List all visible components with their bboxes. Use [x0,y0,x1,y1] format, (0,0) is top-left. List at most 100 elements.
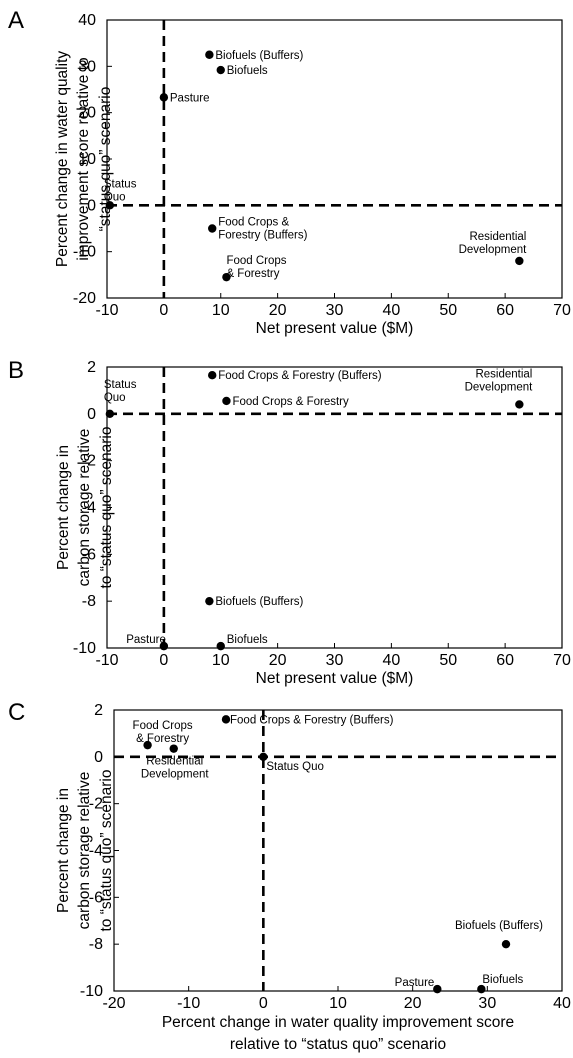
plot-frame [113,709,563,992]
y-axis-label: “status quo” scenario [97,87,114,232]
point-label-biofuels: Biofuels [227,634,268,646]
x-tick-label: 40 [553,995,571,1012]
point-residential-development [169,744,178,753]
point-food-crops-forestry [143,740,152,750]
y-tick-label: -8 [89,936,103,953]
x-tick-label: -20 [102,995,125,1012]
x-tick-label: 50 [439,652,457,669]
y-axis-label: to “status quo” scenario [98,427,115,589]
y-tick-label: -8 [82,593,96,610]
point-status-quo [105,201,115,210]
y-axis-label: to “status quo” scenario [98,770,115,932]
x-tick-label: 10 [212,302,230,319]
point-food-crops-forestry-buffers [208,224,217,233]
point-label-food-crops-forestry: Food Crops & Forestry [226,255,286,280]
x-tick-label: 20 [269,652,287,669]
x-axis-label: Net present value ($M) [256,670,414,687]
y-tick-label: 2 [87,359,96,376]
x-tick-label: 0 [159,302,168,319]
point-biofuels [216,641,225,651]
point-food-crops-forestry [222,396,231,406]
y-axis-label: carbon storage relative [76,772,93,930]
point-label-residential-development: Residential Development [465,368,534,393]
point-pasture [433,984,442,994]
x-tick-label: 50 [439,302,457,319]
y-tick-label: -4 [89,843,103,860]
point-label-pasture: Pasture [126,634,166,646]
y-tick-label: -10 [73,640,96,657]
point-label-food-crops-forestry: Food Crops & Forestry [232,396,349,408]
point-label-biofuels-buffers: Biofuels (Buffers) [215,596,303,608]
y-axis-label: Percent change in [55,445,72,570]
panel-letter: B [8,357,24,384]
point-label-pasture: Pasture [170,92,210,104]
y-tick-label: -10 [80,983,103,1000]
x-tick-label: 0 [159,652,168,669]
x-tick-label: -10 [177,995,200,1012]
point-biofuels-buffers [205,50,214,59]
y-tick-label: 10 [78,151,96,168]
panel-letter: A [8,7,24,34]
point-label-residential-development: Residential Development [459,231,528,256]
point-label-status-quo: Status Quo [266,761,324,773]
point-label-status-quo: Status Quo [104,379,137,404]
point-label-food-crops-forestry: Food Crops & Forestry [133,720,193,745]
plot-frame [106,366,563,649]
point-label-biofuels: Biofuels [482,974,523,986]
x-tick-label: 60 [496,652,514,669]
y-tick-label: 30 [78,58,96,75]
point-label-biofuels-buffers: Biofuels (Buffers) [455,920,543,932]
x-axis-label: Net present value ($M) [256,320,414,337]
y-tick-label: -4 [82,500,96,517]
x-tick-label: 10 [212,652,230,669]
point-biofuels [216,65,225,75]
point-biofuels [477,984,486,994]
y-tick-label: 20 [78,105,96,122]
point-biofuels-buffers [501,939,511,949]
point-residential-development [515,400,524,409]
x-tick-label: 30 [478,995,496,1012]
plot-frame [106,19,563,299]
y-axis-label: Percent change in [55,788,72,913]
point-pasture [159,641,169,651]
y-tick-label: 0 [87,406,96,423]
y-tick-label: 40 [78,12,96,29]
y-tick-label: -2 [82,453,96,470]
point-food-crops-forestry [222,272,231,282]
y-tick-label: 0 [87,197,96,214]
point-label-status-quo: Status Quo [104,178,137,203]
x-tick-label: 70 [553,302,571,319]
point-pasture [159,93,169,102]
y-tick-label: -2 [89,796,103,813]
x-tick-label: 70 [553,652,571,669]
point-residential-development [515,256,524,266]
point-food-crops-forestry-buffers [208,370,217,380]
x-tick-label: 30 [326,652,344,669]
x-tick-label: -10 [95,302,118,319]
x-tick-label: -10 [95,652,118,669]
point-label-residential-development: Residential Development [141,756,210,781]
y-axis-label: improvement score relative to [75,57,92,260]
x-tick-label: 10 [329,995,347,1012]
x-tick-label: 40 [382,652,400,669]
point-label-pasture: Pasture [395,977,435,989]
y-tick-label: -10 [73,244,96,261]
y-tick-label: 0 [94,749,103,766]
x-axis-label: relative to “status quo” scenario [230,1036,446,1053]
y-axis-label: Percent change in water quality [54,51,71,268]
point-label-biofuels: Biofuels [227,65,268,77]
point-biofuels-buffers [205,596,214,606]
panel-letter: C [8,699,25,726]
y-tick-label: -6 [89,889,103,906]
y-tick-label: -6 [82,546,96,563]
point-status-quo [259,752,268,762]
y-tick-label: -20 [73,290,96,307]
x-tick-label: 40 [382,302,400,319]
y-axis-label: carbon storage relative [76,429,93,587]
x-tick-label: 60 [496,302,514,319]
point-label-food-crops-forestry-buffers: Food Crops & Forestry (Buffers) [218,370,382,382]
x-tick-label: 0 [259,995,268,1012]
point-label-food-crops-forestry-buffers: Food Crops & Forestry (Buffers) [230,714,394,726]
